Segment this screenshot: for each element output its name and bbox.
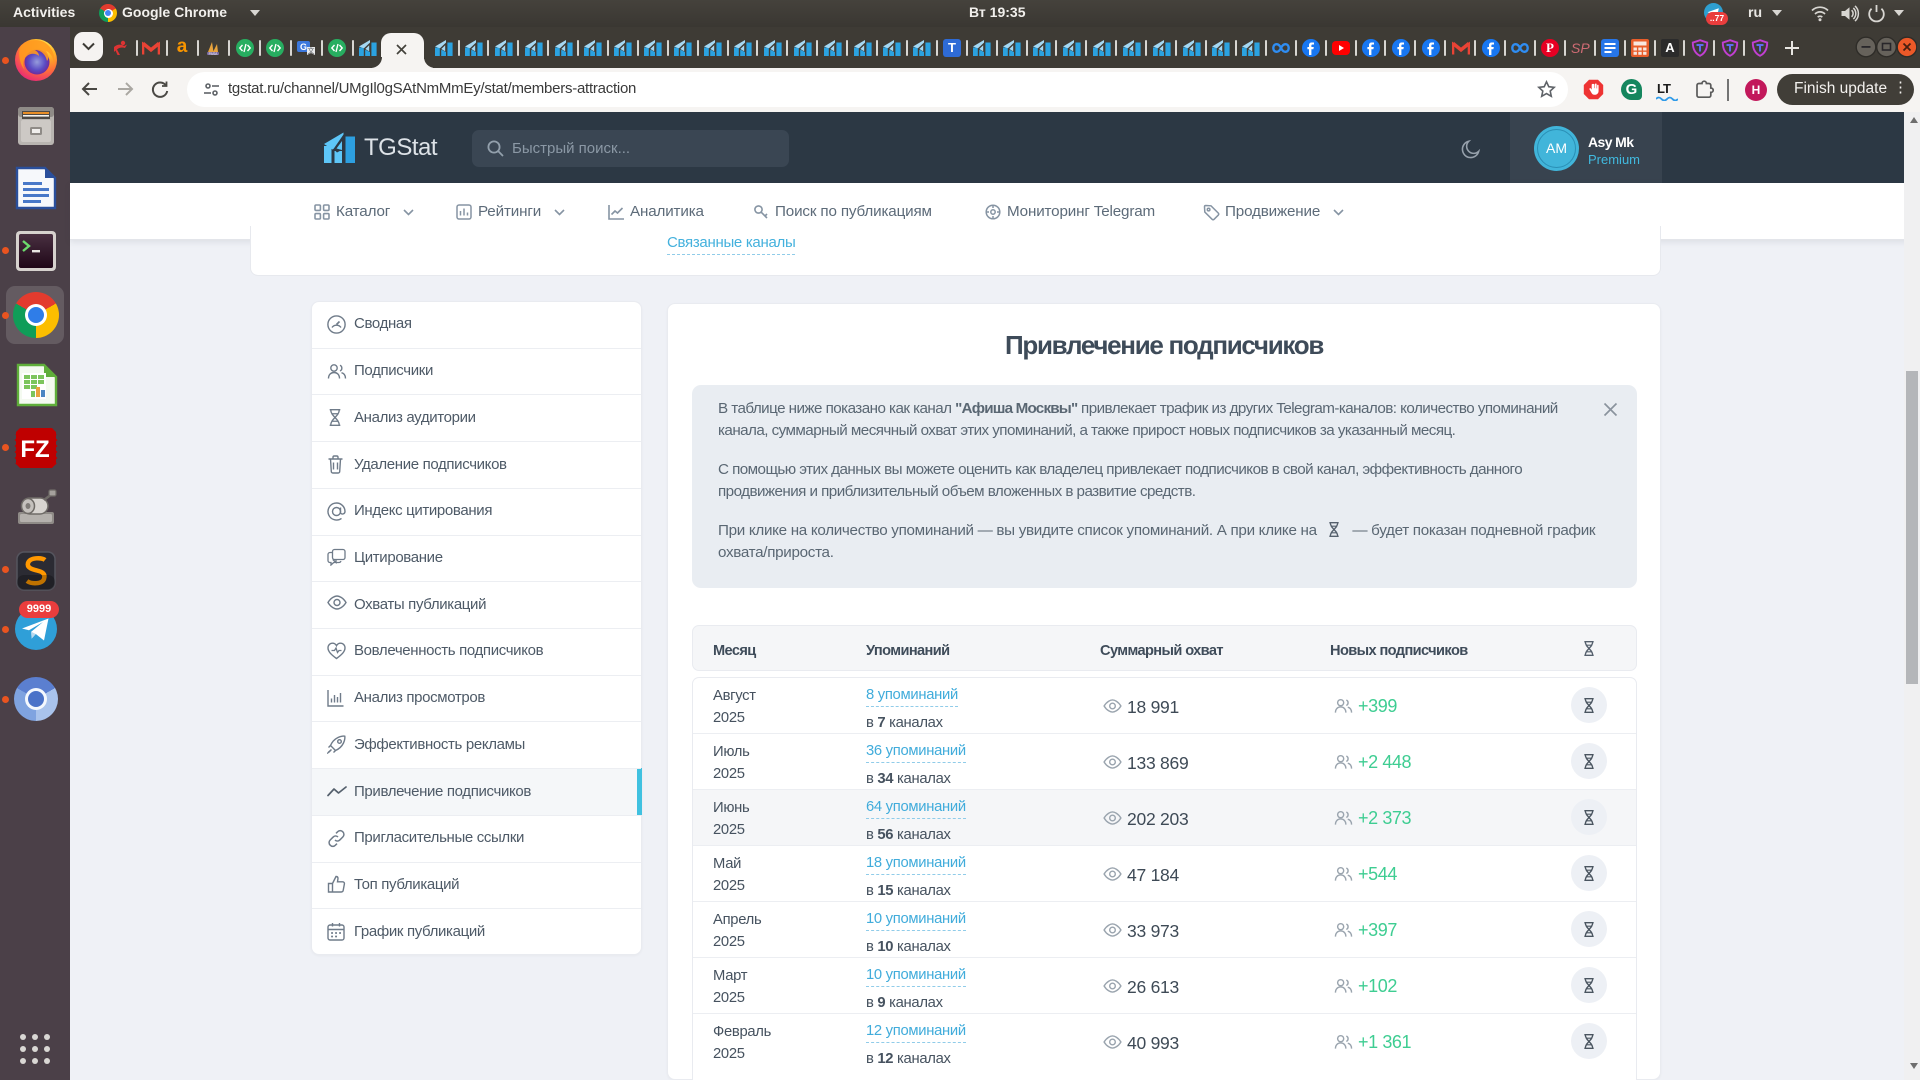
svg-text:FZ: FZ	[20, 436, 49, 463]
svg-text:文: 文	[308, 46, 315, 55]
svg-text:PASA: PASA	[209, 52, 219, 56]
svg-text:G: G	[300, 42, 307, 52]
